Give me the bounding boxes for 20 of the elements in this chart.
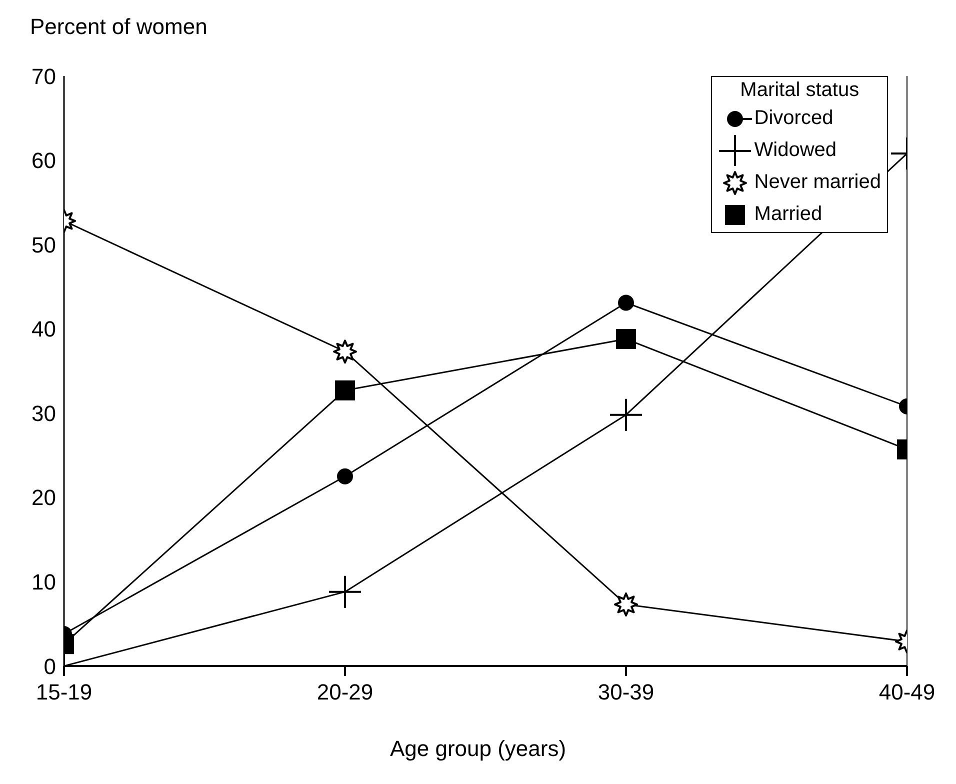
x-tick-label: 20-29 bbox=[316, 680, 374, 705]
y-tick-label: 50 bbox=[32, 232, 56, 258]
y-tick-label: 40 bbox=[32, 316, 56, 342]
legend-title: Marital status bbox=[739, 79, 860, 102]
y-tick-label: 70 bbox=[32, 64, 56, 89]
y-tick-label: 0 bbox=[44, 654, 56, 679]
x-tick-label: 15-19 bbox=[36, 680, 92, 705]
y-tick-label: 20 bbox=[32, 485, 56, 510]
y-axis-title: Percent of women bbox=[30, 14, 208, 40]
y-tick-label: 10 bbox=[32, 570, 56, 595]
point bbox=[329, 576, 361, 608]
legend-label: Never married bbox=[754, 170, 881, 195]
x-tick-label: 40-49 bbox=[878, 680, 936, 705]
x-axis-title: Age group (years) bbox=[388, 736, 568, 762]
y-tick-label: 30 bbox=[32, 400, 56, 426]
x-tick-label: 30-39 bbox=[598, 680, 654, 705]
legend-label: Divorced bbox=[754, 106, 834, 131]
y-tick-label: 60 bbox=[32, 148, 56, 174]
legend-label: Widowed bbox=[754, 138, 837, 163]
legend-label: Married bbox=[754, 202, 822, 227]
